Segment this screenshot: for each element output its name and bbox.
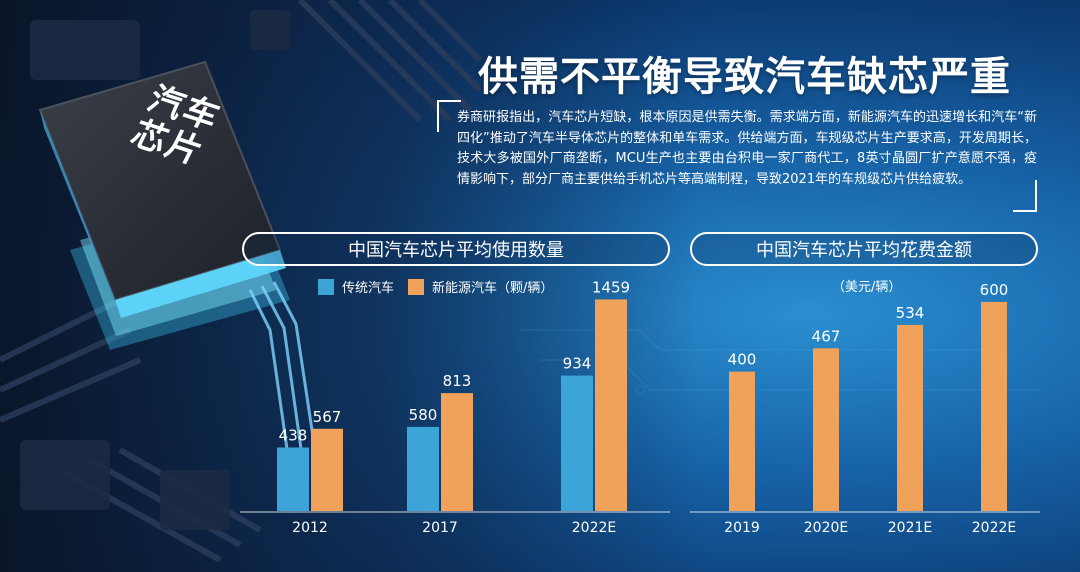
legend-label-nev: 新能源汽车	[432, 281, 498, 296]
x-tick-label-2012: 2012	[292, 520, 328, 536]
data-label-traditional-2012: 438	[279, 426, 308, 444]
data-label-cost-2020E: 467	[812, 327, 841, 345]
frame-corner-bottom-right	[1013, 180, 1037, 212]
data-label-cost-2022E: 600	[980, 281, 1009, 299]
x-tick-label-cost-2021E: 2021E	[888, 520, 932, 536]
data-label-cost-2021E: 534	[896, 304, 925, 322]
intro-paragraph: 券商研报指出，汽车芯片短缺，根本原因是供需失衡。需求端方面，新能源汽车的迅速增长…	[457, 110, 1037, 187]
bar-traditional-2022E	[561, 375, 593, 511]
bar-nev-2012	[311, 428, 343, 511]
legend-item-nev: 新能源汽车 （颗/辆）	[408, 277, 553, 296]
unit-label-right: （美元/辆）	[832, 280, 902, 295]
bar-cost-2019	[729, 371, 755, 511]
frame-corner-top-left	[437, 100, 461, 132]
x-tick-label-cost-2019: 2019	[724, 520, 760, 536]
bar-nev-2017	[441, 393, 473, 511]
bar-cost-2021E	[897, 324, 923, 511]
page-title: 供需不平衡导致汽车缺芯严重	[478, 54, 1011, 100]
data-label-nev-2017: 813	[443, 372, 472, 390]
legend-swatch-traditional	[318, 278, 334, 295]
intro-frame: 券商研报指出，汽车芯片短缺，根本原因是供需失衡。需求端方面，新能源汽车的迅速增长…	[437, 100, 1037, 212]
data-label-nev-2012: 567	[313, 408, 342, 426]
x-tick-label-2017: 2017	[422, 520, 458, 536]
legend-swatch-nev	[408, 278, 425, 295]
x-tick-label-cost-2020E: 2020E	[804, 520, 848, 536]
chart-title-chip-cost: 中国汽车芯片平均花费金额	[690, 232, 1038, 266]
data-label-traditional-2022E: 934	[563, 355, 592, 373]
bar-nev-2022E	[595, 299, 627, 511]
bar-traditional-2012	[277, 447, 309, 511]
bar-traditional-2017	[407, 426, 439, 511]
bar-cost-2020E	[813, 348, 839, 511]
legend-item-traditional: 传统汽车	[318, 277, 394, 296]
data-label-cost-2019: 400	[728, 351, 757, 369]
chart-title-chip-count: 中国汽车芯片平均使用数量	[242, 232, 670, 266]
bar-cost-2022E	[981, 301, 1007, 511]
x-tick-label-cost-2022E: 2022E	[972, 520, 1016, 536]
data-label-nev-2022E: 1459	[592, 278, 630, 296]
legend-label-traditional: 传统汽车	[342, 281, 395, 296]
unit-label-left: （颗/辆）	[497, 281, 554, 296]
legend: 传统汽车 新能源汽车 （颗/辆）	[318, 277, 567, 296]
x-tick-label-2022E: 2022E	[572, 520, 616, 536]
data-label-traditional-2017: 580	[409, 406, 438, 424]
